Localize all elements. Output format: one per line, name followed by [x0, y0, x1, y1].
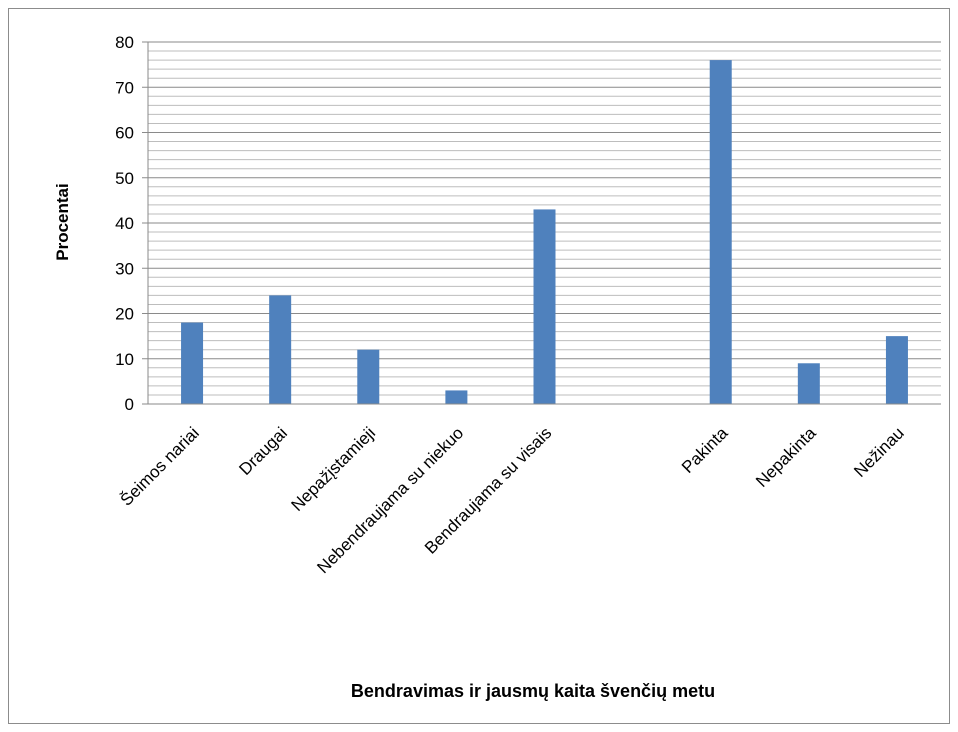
y-tick-label: 60 [115, 124, 134, 143]
bar [445, 390, 468, 404]
x-tick-label: Pakinta [678, 423, 732, 477]
y-tick-label: 70 [115, 78, 134, 97]
y-tick-label: 50 [115, 169, 134, 188]
bar [709, 60, 732, 404]
x-tick-labels: Šeimos nariai DraugaiNepažįstamiejiNebend… [117, 423, 908, 577]
y-tick-label: 30 [115, 259, 134, 278]
x-axis-label: Bendravimas ir jausmų kaita švenčių metu [351, 681, 715, 701]
y-tick-label: 40 [115, 214, 134, 233]
bar [269, 295, 292, 404]
bar [533, 209, 556, 404]
bars [181, 60, 908, 404]
x-tick-label: Nežinau [850, 423, 908, 481]
x-tick-label: Nepažįstamieji [288, 423, 380, 515]
bar [357, 349, 380, 404]
x-tick-label: Draugai [235, 423, 291, 479]
x-tick-label: Nebendraujama su niekuo [313, 423, 467, 577]
bar [181, 322, 204, 404]
chart-frame [8, 8, 950, 724]
y-axis-label: Procentai [53, 183, 72, 260]
axes [142, 41, 941, 405]
y-tick-labels: 0 10 20 30 40 50 60 70 80 [115, 33, 134, 414]
bar [885, 336, 908, 404]
y-tick-label: 80 [115, 33, 134, 52]
x-tick-label: Šeimos nariai [117, 423, 203, 509]
bar [797, 363, 820, 404]
y-tick-label: 20 [115, 305, 134, 324]
y-tick-label: 0 [125, 395, 134, 414]
y-tick-label: 10 [115, 350, 134, 369]
x-tick-label: Nepakinta [752, 423, 820, 491]
